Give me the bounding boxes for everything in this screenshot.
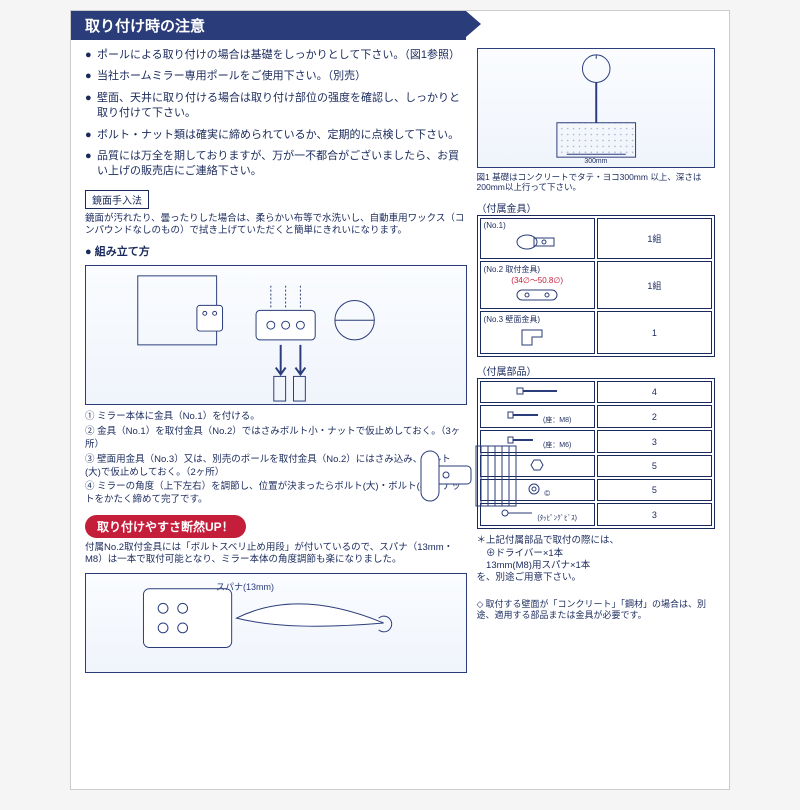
table-row: (No.1) 1組 xyxy=(480,218,712,259)
care-label: 鏡面手入法 xyxy=(85,190,149,209)
spanner-caption: スパナ(13mm) xyxy=(216,580,274,593)
table-row: 4 xyxy=(480,381,712,403)
step-3: ③ 壁面用金具（No.3）又は、別売のポールを取付金具（No.2）にはさみ込み、… xyxy=(85,454,467,480)
right-column: 300mm 図1 基礎はコンクリートでタテ・ヨコ300mm 以上、深さは200m… xyxy=(477,48,715,673)
care-text: 鏡面が汚れたり、曇ったりした場合は、柔らかい布等で水洗いし、自動車用ワックス（コ… xyxy=(85,213,467,238)
svg-text:300mm: 300mm xyxy=(584,158,607,165)
assembly-title: 組み立て方 xyxy=(85,243,467,259)
step-4: ④ ミラーの角度（上下左右）を調節し、位置が決まったらボルト(大)・ボルト(小)… xyxy=(85,481,467,507)
tools-note: ＊上記付属部品で取付の際には、 ⊕ドライバー×1本 13mm(M8)用スパナ×1… xyxy=(477,535,715,584)
assembly-diagram xyxy=(85,265,467,405)
header-bar: 取り付け時の注意 xyxy=(71,11,466,40)
parts-header: （付属部品） xyxy=(477,363,715,378)
spanner-diagram: スパナ(13mm) xyxy=(85,573,467,673)
brackets-header: （付属金具） xyxy=(477,200,715,215)
table-row: (座：M8)2 xyxy=(480,405,712,428)
table-row: (No.3 壁面金具) 1 xyxy=(480,311,712,354)
wall-note: 取付する壁面が「コンクリート」「鋼材」の場合は、別途、適用する部品または金具が必… xyxy=(477,599,715,622)
bullet-item: 品質には万全を期しておりますが、万が一不都合がございましたら、お買い上げの販売店… xyxy=(85,149,467,180)
bullet-item: ボルト・ナット類は確実に締められているか、定期的に点検して下さい。 xyxy=(85,128,467,143)
assembly-steps: ① ミラー本体に金具（No.1）を付ける。 ② 金具（No.1）を取付金具（No… xyxy=(85,411,467,507)
instruction-sheet: 取り付け時の注意 ポールによる取り付けの場合は基礎をしっかりとして下さい。（図1… xyxy=(70,10,730,790)
left-column: ポールによる取り付けの場合は基礎をしっかりとして下さい。（図1参照） 当社ホーム… xyxy=(85,48,467,673)
caution-list: ポールによる取り付けの場合は基礎をしっかりとして下さい。（図1参照） 当社ホーム… xyxy=(85,48,467,180)
step-1: ① ミラー本体に金具（No.1）を付ける。 xyxy=(85,411,467,424)
clamp-diagram xyxy=(416,441,526,511)
pole-foundation-diagram: 300mm xyxy=(477,48,715,168)
pole-caption: 図1 基礎はコンクリートでタテ・ヨコ300mm 以上、深さは200mm以上行って… xyxy=(477,172,715,192)
highlight-text: 付属No.2取付金具には「ボルトスベリ止め用段」が付いているので、スパナ（13m… xyxy=(85,542,467,567)
header-title: 取り付け時の注意 xyxy=(85,18,205,35)
table-row: (No.2 取付金具) (34∅～50.8∅) 1組 xyxy=(480,261,712,309)
step-2: ② 金具（No.1）を取付金具（No.2）ではさみボルト小・ナットで仮止めしてお… xyxy=(85,426,467,452)
highlight-badge: 取り付けやすさ断然UP！ xyxy=(85,515,246,538)
bullet-item: 壁面、天井に取り付ける場合は取り付け部位の强度を確認し、しっかりと取り付けて下さ… xyxy=(85,91,467,122)
bullet-item: 当社ホームミラー専用ポールをご使用下さい。（別売） xyxy=(85,69,467,84)
brackets-table: (No.1) 1組 (No.2 取付金具) (34∅～50.8∅) 1組 ( xyxy=(477,215,715,357)
main-content: ポールによる取り付けの場合は基礎をしっかりとして下さい。（図1参照） 当社ホーム… xyxy=(71,40,729,681)
bullet-item: ポールによる取り付けの場合は基礎をしっかりとして下さい。（図1参照） xyxy=(85,48,467,63)
